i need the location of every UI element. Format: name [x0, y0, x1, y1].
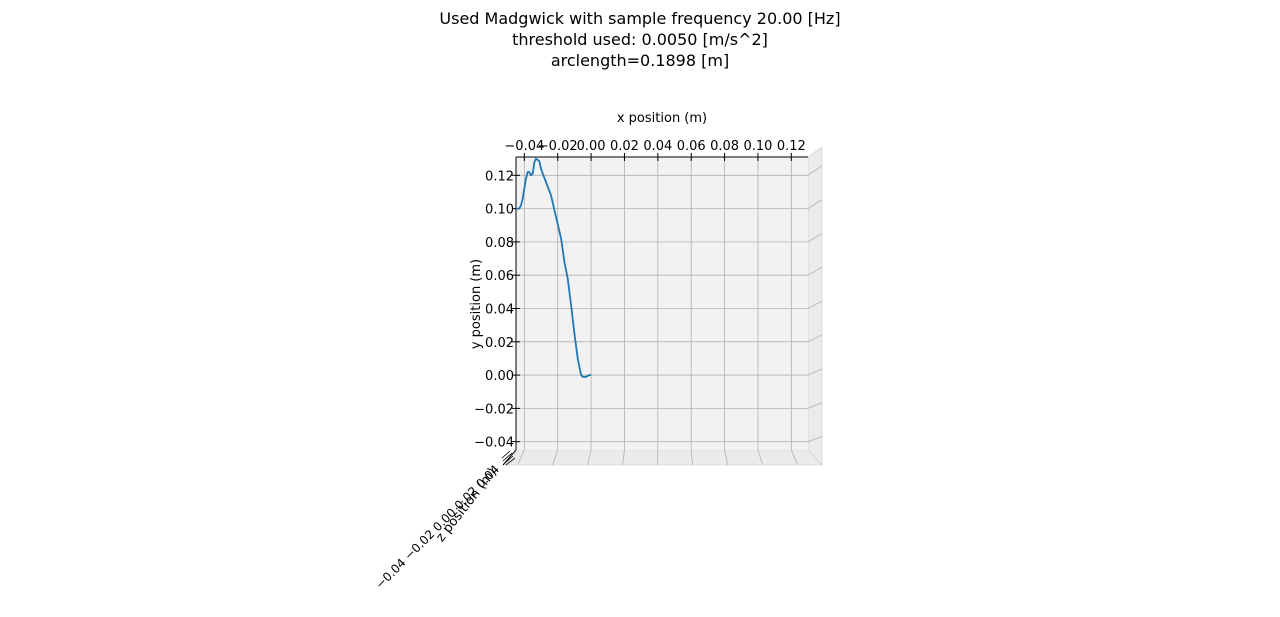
grid-lines [516, 157, 808, 450]
bottom-grid-line [724, 449, 729, 466]
trajectory-line [516, 157, 592, 378]
x-ticks: −0.04−0.020.00 0.02 0.04 0.06 0.08 0.10 0.12 [504, 139, 806, 161]
bottom-grid-line [552, 449, 559, 466]
bottom-grid-line [790, 449, 799, 466]
x-axis-label: x position (m) [617, 111, 707, 126]
y-axis-label: y position (m) [469, 259, 484, 349]
bottom-grid-line [517, 449, 525, 466]
y-tick-label: 0.00 [485, 369, 514, 384]
x-tick-label: 0.08 [710, 139, 739, 154]
y-tick-label: 0.10 [485, 203, 514, 218]
x-tick-label: −0.02 [538, 139, 578, 154]
z-axis-label: z position (m) [433, 465, 500, 545]
bottom-grid-line [622, 449, 625, 466]
title-line-1: Used Madgwick with sample frequency 20.0… [439, 9, 841, 28]
bottom-pane-grid [517, 449, 799, 466]
y-tick-label: −0.04 [474, 436, 514, 451]
y-tick-label: −0.02 [474, 402, 514, 417]
x-tick-label: 0.10 [743, 139, 772, 154]
y-tick-label: 0.04 [485, 302, 514, 317]
chart-title: Used Madgwick with sample frequency 20.0… [0, 8, 1280, 71]
y-tick-label: 0.08 [485, 236, 514, 251]
x-tick-label: 0.02 [610, 139, 639, 154]
side-grid-line [807, 233, 823, 243]
side-grid-line [807, 334, 823, 343]
side-grid-line [807, 165, 823, 176]
side-grid-line [807, 368, 823, 376]
z-axis: −0.04 −0.02 0.00 0.02 0.04 z position (m… [373, 449, 517, 592]
side-pane-grid [807, 165, 823, 443]
bottom-pane [502, 449, 823, 466]
title-line-2: threshold used: 0.0050 [m/s^2] [512, 30, 768, 49]
back-pane [516, 157, 808, 450]
x-tick-label: 0.04 [643, 139, 672, 154]
x-tick-label: 0.00 [577, 139, 606, 154]
x-tick-label: 0.06 [677, 139, 706, 154]
side-grid-line [807, 266, 823, 276]
title-line-3: arclength=0.1898 [m] [550, 51, 730, 70]
side-pane [807, 146, 823, 466]
side-grid-line [807, 436, 823, 443]
side-grid-line [807, 300, 823, 309]
bottom-grid-line [587, 449, 592, 466]
x-tick-label: −0.04 [504, 139, 544, 154]
y-tick-label: 0.06 [485, 269, 514, 284]
x-tick-label: 0.12 [777, 139, 806, 154]
y-ticks: −0.04 −0.02 0.00 0.02 0.04 0.06 0.08 0.10 0.12 [474, 169, 520, 451]
bottom-grid-line [690, 449, 694, 466]
series-group [516, 157, 592, 378]
y-tick-label: 0.02 [485, 336, 514, 351]
y-tick-label: 0.12 [485, 169, 514, 184]
side-grid-line [807, 402, 823, 409]
side-grid-line [807, 199, 823, 209]
bottom-grid-line [757, 449, 764, 466]
